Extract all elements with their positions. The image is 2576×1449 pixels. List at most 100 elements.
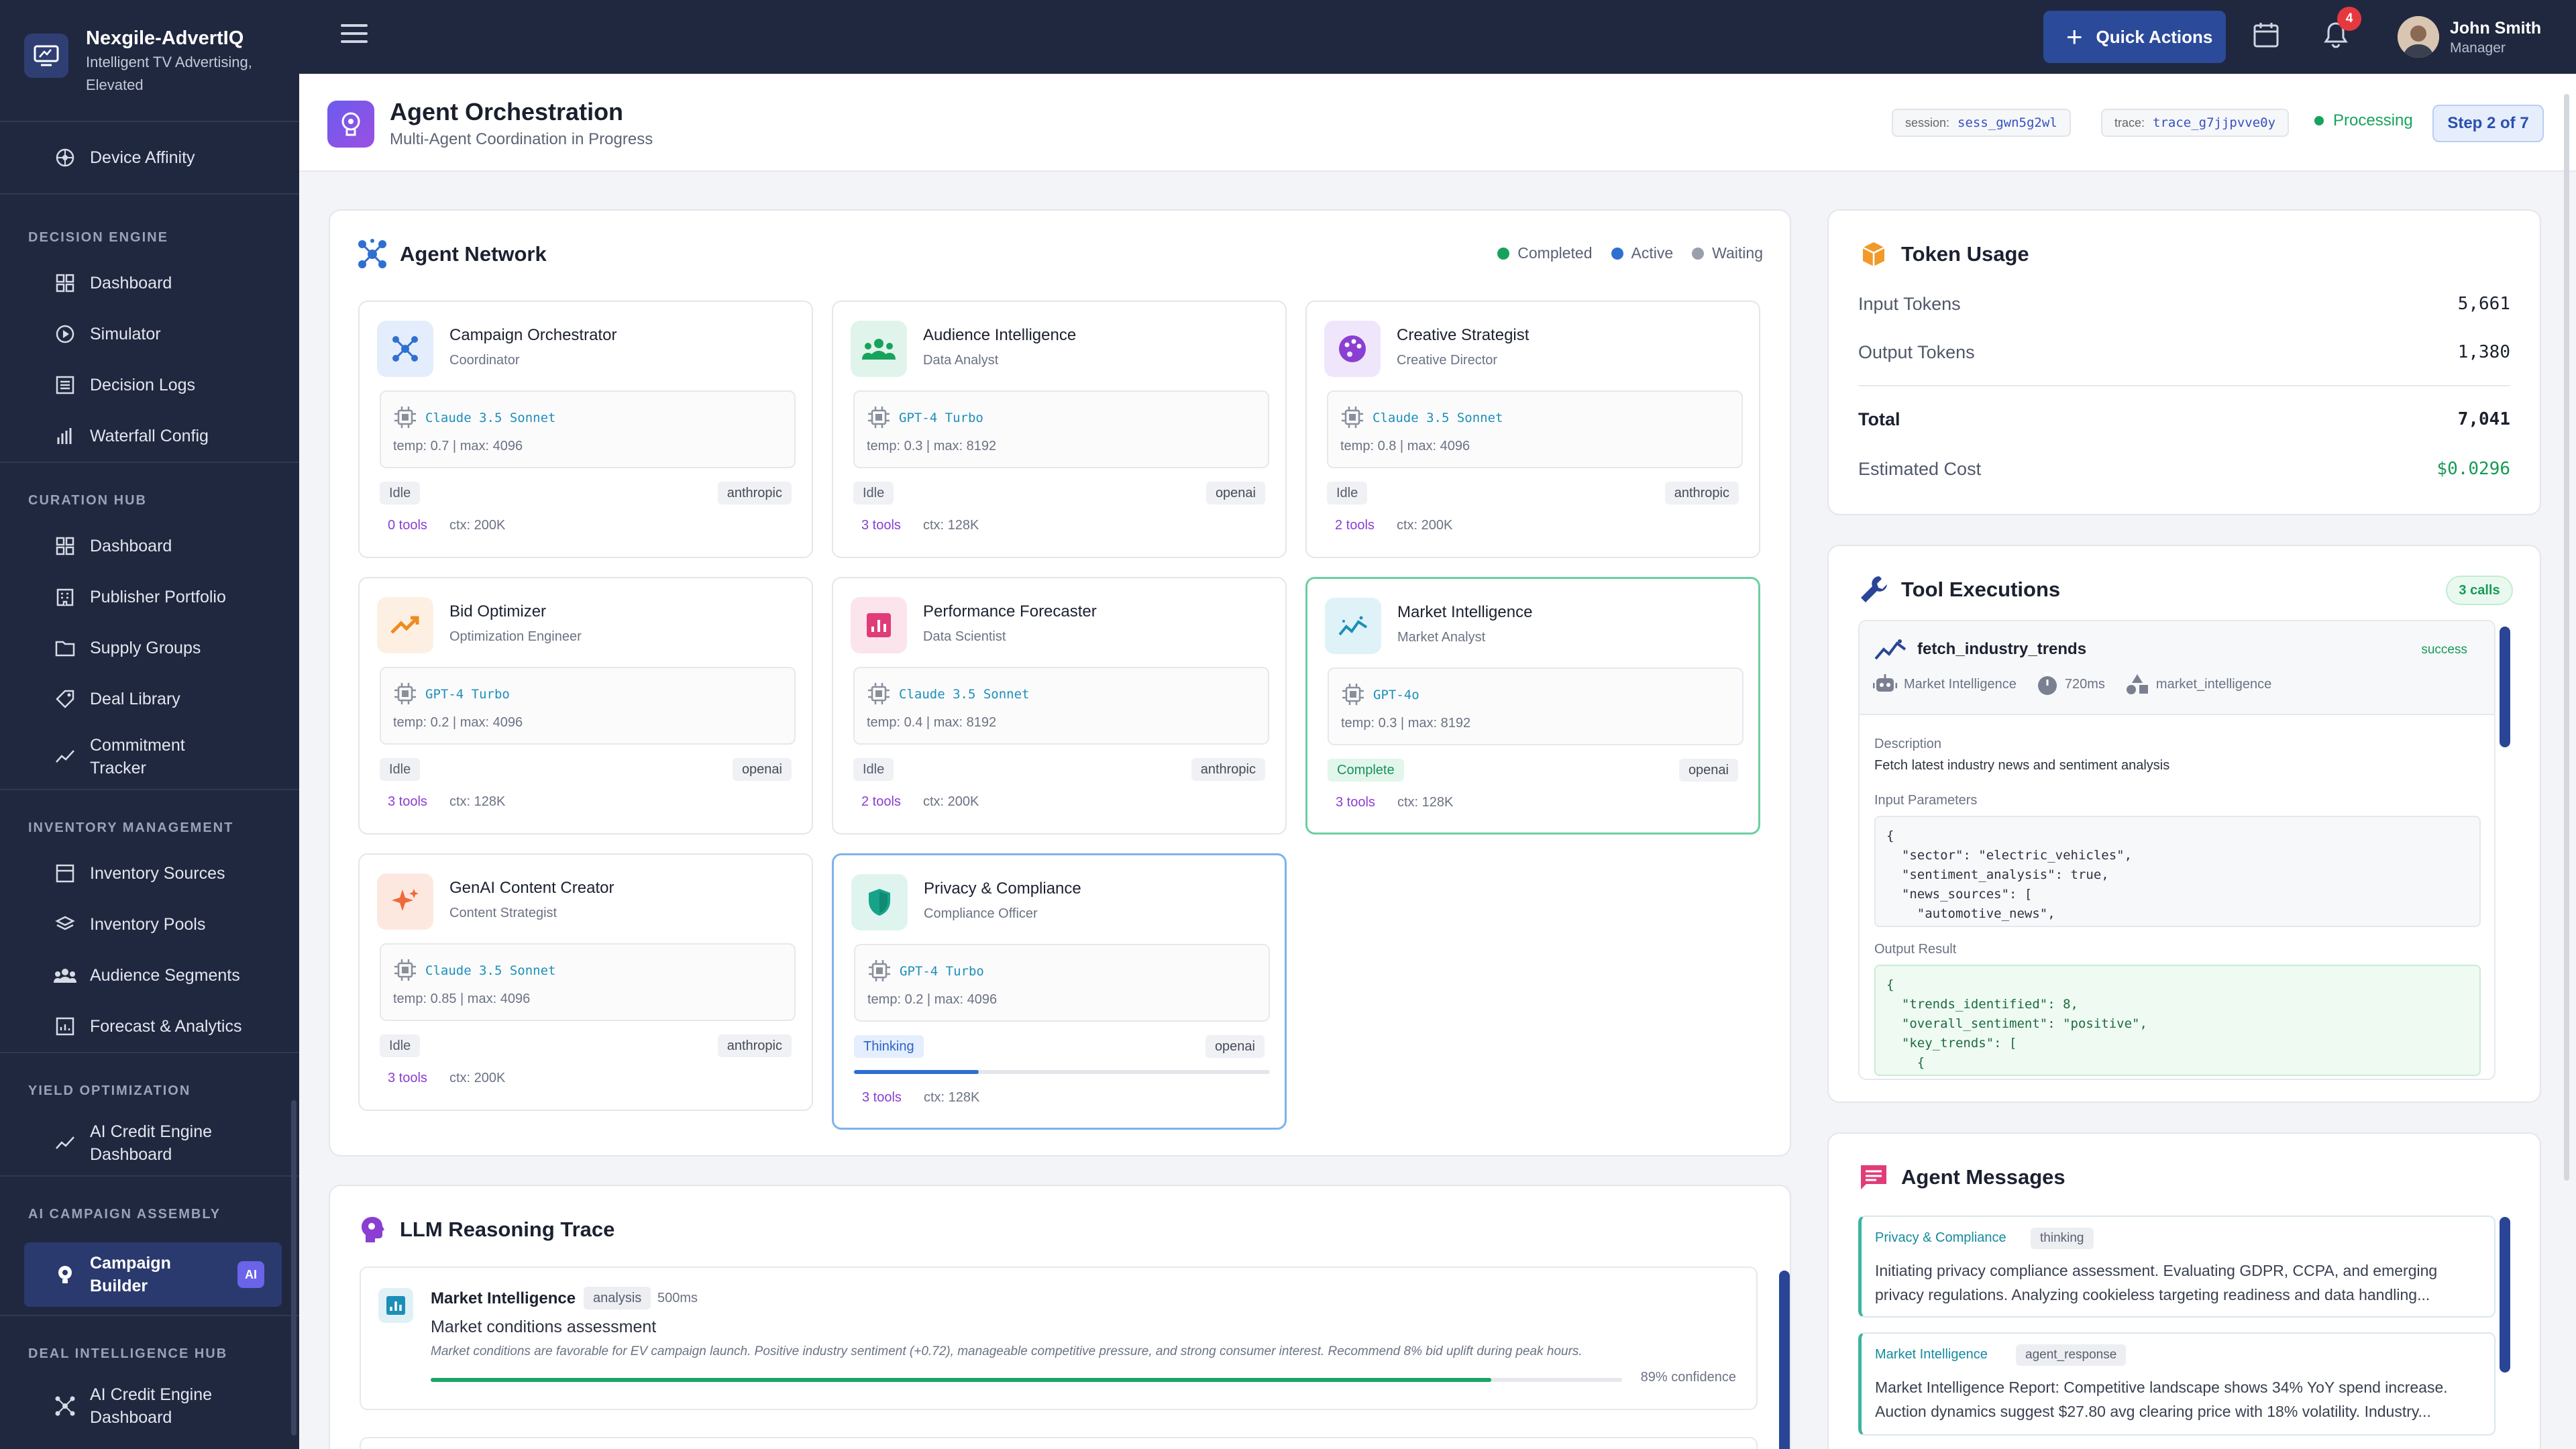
quick-actions-label: Quick Actions (2096, 26, 2213, 47)
tools-count[interactable]: 3 tools (861, 518, 901, 533)
network-icon (54, 1395, 76, 1417)
output-result-label: Output Result (1874, 942, 1957, 957)
model-box: GPT-4o temp: 0.3 | max: 8192 (1328, 667, 1743, 745)
cpu-icon (1342, 684, 1364, 705)
sidebar-item-audience-segments[interactable]: Audience Segments (0, 950, 299, 1001)
model-box: Claude 3.5 Sonnet temp: 0.8 | max: 4096 (1327, 390, 1743, 468)
page-subtitle: Multi-Agent Coordination in Progress (390, 130, 653, 148)
agent-network-title-text: Agent Network (400, 242, 547, 266)
section-curation-hub: CURATION HUB (0, 462, 299, 521)
provider-badge: anthropic (1664, 482, 1739, 504)
sidebar-item-curation-dashboard[interactable]: Dashboard (0, 521, 299, 572)
tools-count[interactable]: 0 tools (388, 518, 427, 533)
user-role: Manager (2450, 40, 2506, 56)
calendar-icon[interactable] (2249, 17, 2284, 52)
psychology-icon (357, 1214, 388, 1245)
agent-card[interactable]: Bid Optimizer Optimization Engineer GPT-… (358, 577, 813, 835)
message-item[interactable]: Market Intelligence agent_response Marke… (1858, 1332, 2496, 1436)
page-scrollbar[interactable] (2564, 94, 2569, 1181)
tools-count[interactable]: 3 tools (862, 1090, 902, 1105)
agent-card[interactable]: Performance Forecaster Data Scientist Cl… (832, 577, 1287, 835)
tools-count[interactable]: 3 tools (1336, 795, 1375, 810)
message-item[interactable]: Privacy & Compliance thinking Initiating… (1858, 1216, 2496, 1318)
sidebar-item-yield-ai-credit-engine[interactable]: AI Credit Engine Dashboard (0, 1111, 299, 1175)
step-badge: Step 2 of 7 (2432, 105, 2544, 142)
grid-icon (54, 535, 76, 557)
agent-card[interactable]: Privacy & Compliance Compliance Officer … (832, 853, 1287, 1130)
agent-network-title: Agent Network (357, 239, 547, 270)
insights-icon (1325, 598, 1381, 654)
user-name: John Smith (2450, 19, 2542, 38)
agent-card[interactable]: Market Intelligence Market Analyst GPT-4… (1305, 577, 1760, 835)
agent-role: Data Analyst (923, 353, 999, 368)
tools-count[interactable]: 3 tools (388, 794, 427, 809)
wrench-icon (1858, 574, 1889, 605)
tools-count[interactable]: 2 tools (861, 794, 901, 809)
network-icon (357, 239, 388, 270)
agent-card[interactable]: GenAI Content Creator Content Strategist… (358, 853, 813, 1111)
agent-card[interactable]: Audience Intelligence Data Analyst GPT-4… (832, 301, 1287, 558)
model-box: Claude 3.5 Sonnet temp: 0.7 | max: 4096 (380, 390, 796, 468)
grid-icon (54, 272, 76, 294)
tag-icon (54, 688, 76, 710)
trace-entry-next[interactable] (360, 1437, 1758, 1449)
tools-count[interactable]: 3 tools (388, 1071, 427, 1085)
sidebar-item-commitment-tracker[interactable]: Commitment Tracker (0, 724, 299, 789)
users-icon (851, 321, 907, 377)
sidebar-scrollbar[interactable] (291, 1100, 297, 1436)
model-box: GPT-4 Turbo temp: 0.3 | max: 8192 (853, 390, 1269, 468)
agent-card[interactable]: Campaign Orchestrator Coordinator Claude… (358, 301, 813, 558)
agent-role: Content Strategist (449, 906, 557, 920)
sidebar-item-dashboard[interactable]: Dashboard (0, 258, 299, 309)
model-params: temp: 0.4 | max: 8192 (867, 715, 997, 730)
sidebar-item-inventory-pools[interactable]: Inventory Pools (0, 899, 299, 950)
legend-active-label: Active (1631, 244, 1674, 262)
tool-scrollbar[interactable] (2500, 627, 2510, 747)
agent-card[interactable]: Creative Strategist Creative Director Cl… (1305, 301, 1760, 558)
model-name: Claude 3.5 Sonnet (425, 963, 556, 978)
messages-scrollbar[interactable] (2500, 1217, 2510, 1373)
sidebar-item-label: Commitment Tracker (90, 736, 185, 777)
session-chip: session: sess_gwn5g2wl (1892, 109, 2071, 137)
page-header: Agent Orchestration Multi-Agent Coordina… (299, 74, 2576, 172)
sidebar-item-waterfall-config[interactable]: Waterfall Config (0, 411, 299, 462)
agent-status-badge: Idle (1327, 482, 1368, 504)
trace-scrollbar[interactable] (1779, 1271, 1790, 1449)
sidebar-item-supply-groups[interactable]: Supply Groups (0, 623, 299, 674)
sidebar-item-simulator[interactable]: Simulator (0, 309, 299, 360)
sidebar-item-inventory-sources[interactable]: Inventory Sources (0, 848, 299, 899)
tool-duration: 720ms (2037, 672, 2105, 696)
agent-name: Bid Optimizer (449, 602, 547, 621)
sidebar-item-campaign-builder[interactable]: Campaign Builder AI (24, 1242, 282, 1307)
agent-status-badge: Idle (853, 758, 894, 781)
context-size: ctx: 128K (923, 518, 979, 533)
tool-card[interactable]: fetch_industry_trends success Market Int… (1858, 620, 2496, 1080)
agent-status-badge: Complete (1328, 759, 1404, 782)
chat-icon (1858, 1162, 1889, 1193)
sidebar-item-device-affinity[interactable]: Device Affinity (0, 122, 299, 193)
avatar[interactable] (2398, 16, 2439, 58)
quick-actions-button[interactable]: + Quick Actions (2043, 11, 2226, 63)
tools-count[interactable]: 2 tools (1335, 518, 1375, 533)
agent-network-panel: Agent Network Completed Active Waiting C… (329, 209, 1791, 1157)
token-usage-title: Token Usage (1858, 239, 2029, 270)
provider-badge: openai (1205, 1035, 1265, 1058)
agent-role: Market Analyst (1397, 630, 1486, 645)
sidebar-item-publisher-portfolio[interactable]: Publisher Portfolio (0, 572, 299, 623)
bell-icon[interactable]: 4 (2318, 7, 2361, 52)
menu-icon[interactable] (341, 24, 368, 44)
tv-logo-icon[interactable] (24, 34, 68, 78)
bar-chart-icon (851, 597, 907, 653)
sidebar-item-forecast-analytics[interactable]: Forecast & Analytics (0, 1001, 299, 1052)
tool-agent: Market Intelligence (1873, 673, 2017, 696)
trace-entry[interactable]: Market Intelligence analysis 500ms Marke… (360, 1267, 1758, 1410)
sidebar-item-deal-library[interactable]: Deal Library (0, 674, 299, 724)
sidebar-item-label: Publisher Portfolio (90, 587, 226, 606)
sidebar-item-label: AI Credit Engine Dashboard (90, 1385, 213, 1427)
atom-icon (54, 146, 76, 169)
sidebar-item-decision-logs[interactable]: Decision Logs (0, 360, 299, 411)
sidebar-item-deal-ai-credit-engine[interactable]: AI Credit Engine Dashboard (0, 1374, 299, 1438)
agent-status-badge: Idle (853, 482, 894, 504)
trend-icon (54, 1132, 76, 1155)
sidebar-item-label: Inventory Pools (90, 914, 206, 934)
